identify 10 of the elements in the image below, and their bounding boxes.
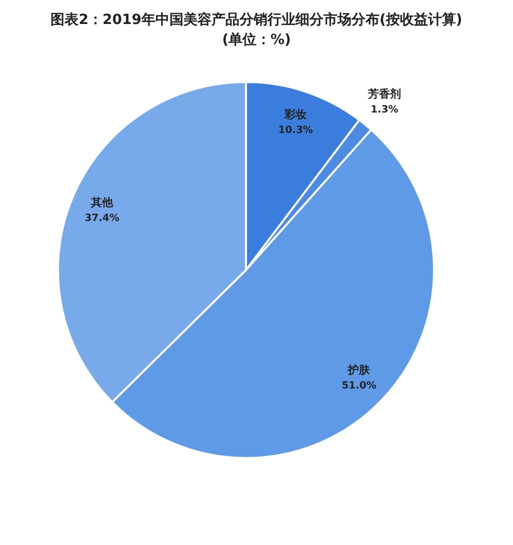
chart-subtitle: (单位：%)	[222, 32, 291, 48]
data-label: 1.3%	[370, 104, 398, 116]
slice-label: 芳香剂	[366, 88, 401, 101]
slice-label: 彩妆	[284, 108, 307, 122]
chart-title: 图表2：2019年中国美容产品分销行业细分市场分布(按收益计算)	[50, 11, 462, 28]
data-label: 37.4%	[84, 212, 120, 224]
slice-label: 护肤	[347, 364, 372, 377]
data-label: 51.0%	[342, 380, 376, 392]
slice-label: 其他	[90, 196, 114, 209]
data-label: 10.3%	[278, 125, 313, 136]
